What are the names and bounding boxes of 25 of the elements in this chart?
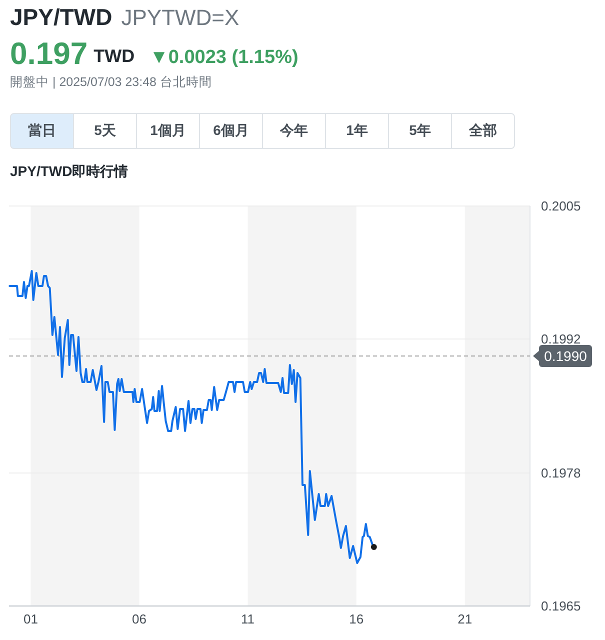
range-button: 5年 bbox=[388, 113, 452, 149]
range-button: 1個月 bbox=[136, 113, 200, 149]
text: JPY/TWD bbox=[10, 4, 112, 30]
x-tick-label: 06 bbox=[132, 612, 146, 626]
x-tick-label: 21 bbox=[458, 612, 472, 626]
chart-title: JPY/TWD即時行情 bbox=[10, 163, 128, 179]
y-tick-label: 0.1965 bbox=[541, 598, 581, 614]
range-button: 全部 bbox=[451, 113, 515, 149]
text: 開盤中 | 2025/07/03 23:48 台北時間 bbox=[10, 75, 212, 89]
x-tick-label: 16 bbox=[349, 612, 364, 626]
y-tick-label: 0.1978 bbox=[541, 466, 581, 480]
x-tick-label: 01 bbox=[23, 612, 38, 626]
range-button: 今年 bbox=[262, 113, 326, 149]
text: 0.197 bbox=[10, 36, 88, 71]
text: TWD bbox=[94, 46, 135, 66]
y-tick-label: 0.1992 bbox=[541, 332, 581, 346]
range-button: 6個月 bbox=[199, 113, 263, 149]
range-button: 當日 bbox=[10, 113, 74, 149]
text: JPYTWD=X bbox=[121, 5, 240, 30]
ref-line-label: 0.1990 bbox=[544, 348, 588, 364]
y-tick-label: 0.2005 bbox=[541, 198, 581, 214]
x-tick-label: 11 bbox=[241, 612, 255, 626]
text: ▼0.0023 (1.15%) bbox=[150, 47, 298, 68]
range-button: 1年 bbox=[325, 113, 389, 149]
range-button: 5天 bbox=[73, 113, 137, 149]
